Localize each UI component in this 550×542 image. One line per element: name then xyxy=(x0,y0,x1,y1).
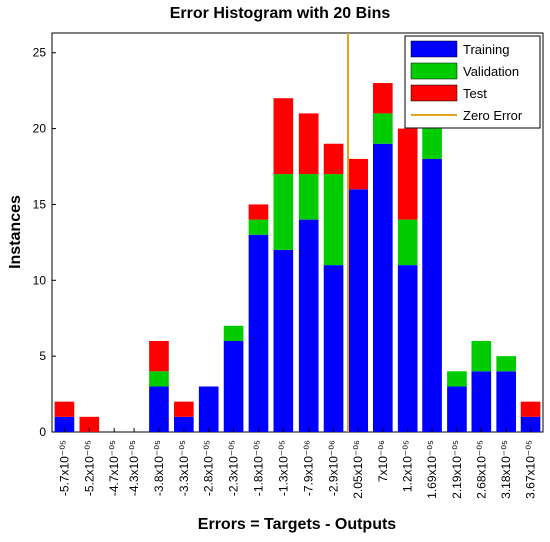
bar-segment xyxy=(248,234,269,432)
bar-segment xyxy=(273,174,294,250)
bar-segment xyxy=(471,340,492,372)
bar-segment xyxy=(248,219,269,235)
bar-segment xyxy=(149,340,169,372)
x-tick-label: 1.2x10⁻⁰⁵ xyxy=(401,440,415,492)
bar-segment xyxy=(149,371,169,387)
bar-segment xyxy=(520,416,541,432)
bar-segment xyxy=(372,143,393,432)
bar-segment xyxy=(174,401,194,417)
bar-segment xyxy=(323,265,344,432)
legend-swatch xyxy=(410,84,458,102)
y-tick-label: 20 xyxy=(33,122,47,136)
bar-segment xyxy=(447,386,467,432)
x-tick-label: 1.69x10⁻⁰⁵ xyxy=(425,440,439,499)
x-tick-label: -3.8x10⁻⁰⁵ xyxy=(152,440,166,496)
bar-segment xyxy=(422,128,442,159)
bar-segment xyxy=(54,416,75,432)
bar-segment xyxy=(520,401,541,417)
bar-segment xyxy=(348,189,369,432)
bar-segment xyxy=(54,401,75,417)
x-tick-label: 2.19x10⁻⁰⁵ xyxy=(450,440,464,499)
chart-title: Error Histogram with 20 Bins xyxy=(170,5,391,22)
bar-segment xyxy=(273,249,294,432)
x-tick-label: -5.7x10⁻⁰⁵ xyxy=(57,440,71,496)
x-tick-label: -4.7x10⁻⁰⁵ xyxy=(107,440,121,496)
x-tick-label: -5.2x10⁻⁰⁵ xyxy=(82,440,96,496)
x-tick-label: 3.18x10⁻⁰⁵ xyxy=(499,440,513,499)
legend-swatch xyxy=(410,40,458,58)
x-tick-label: -1.3x10⁻⁰⁵ xyxy=(276,440,290,496)
bar-segment xyxy=(397,128,418,220)
bar-segment xyxy=(298,219,319,432)
x-tick-label: -4.3x10⁻⁰⁵ xyxy=(127,440,141,496)
bar-segment xyxy=(397,265,418,432)
bar-segment xyxy=(273,98,294,175)
y-axis-label: Instances xyxy=(7,195,24,269)
bar-segment xyxy=(348,158,369,190)
bar-segment xyxy=(79,416,100,432)
y-tick-label: 10 xyxy=(33,273,47,287)
bar-segment xyxy=(174,416,194,432)
legend-label: Validation xyxy=(463,64,519,79)
bar-segment xyxy=(223,340,244,432)
x-tick-label: 2.05x10⁻⁰⁶ xyxy=(351,440,365,499)
y-tick-label: 15 xyxy=(33,197,47,211)
bar-segment xyxy=(223,325,244,341)
x-tick-label: -2.8x10⁻⁰⁵ xyxy=(202,440,216,496)
bar-segment xyxy=(372,83,393,114)
legend-box xyxy=(404,35,541,129)
legend-label: Training xyxy=(463,42,509,57)
bar-segment xyxy=(397,219,418,266)
legend-label: Test xyxy=(463,86,487,101)
x-tick-label: -2.9x10⁻⁰⁶ xyxy=(327,440,341,496)
bar-segment xyxy=(471,371,492,432)
bar-segment xyxy=(372,113,393,144)
bar-segment xyxy=(298,174,319,220)
x-tick-label: -3.3x10⁻⁰⁵ xyxy=(177,440,191,496)
bar-segment xyxy=(198,386,219,432)
legend-label: Zero Error xyxy=(463,108,523,123)
x-tick-label: 7x10⁻⁰⁶ xyxy=(376,440,390,482)
x-axis-label: Errors = Targets - Outputs xyxy=(198,516,397,533)
bar-segment xyxy=(323,143,344,175)
legend-swatch xyxy=(410,62,458,80)
bar-segment xyxy=(422,158,442,432)
bar-segment xyxy=(447,371,467,387)
bar-segment xyxy=(496,356,517,372)
y-tick-label: 25 xyxy=(33,46,47,60)
bar-segment xyxy=(298,113,319,175)
bar-segment xyxy=(496,371,517,432)
x-tick-label: 2.68x10⁻⁰⁵ xyxy=(474,440,488,499)
y-tick-label: 0 xyxy=(39,425,46,439)
x-tick-label: -7.9x10⁻⁰⁶ xyxy=(302,440,316,496)
x-tick-label: 3.67x10⁻⁰⁵ xyxy=(524,440,538,499)
x-tick-label: -2.3x10⁻⁰⁵ xyxy=(227,440,241,496)
bar-segment xyxy=(248,204,269,220)
x-tick-label: -1.8x10⁻⁰⁵ xyxy=(251,440,265,496)
bar-segment xyxy=(323,174,344,266)
bar-segment xyxy=(149,386,169,432)
y-tick-label: 5 xyxy=(39,349,46,363)
plot-frame xyxy=(51,32,544,433)
